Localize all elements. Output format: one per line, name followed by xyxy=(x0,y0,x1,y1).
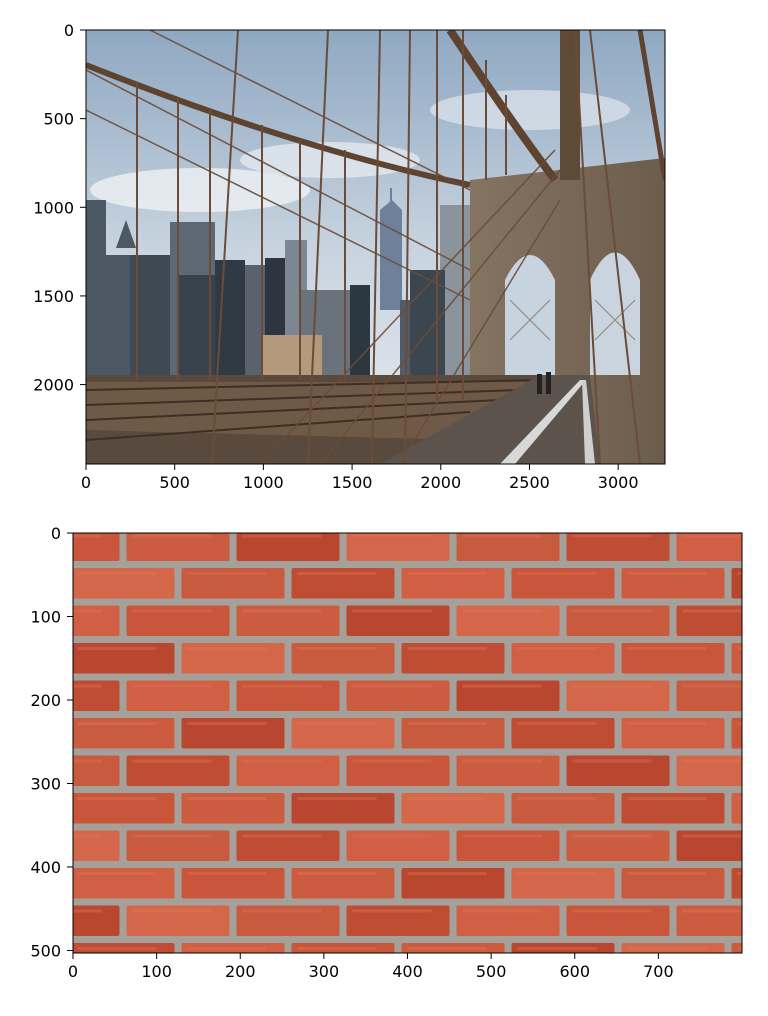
x-tick-label: 400 xyxy=(392,962,423,981)
x-tick-label: 100 xyxy=(141,962,172,981)
photo-red-brick-wall xyxy=(17,531,768,1012)
y-tick-label: 1000 xyxy=(33,198,74,217)
y-tick-label: 400 xyxy=(30,858,61,877)
y-tick-label: 0 xyxy=(51,524,61,543)
y-tick-label: 300 xyxy=(30,774,61,793)
x-tick-label: 1000 xyxy=(243,473,284,492)
x-tick-label: 500 xyxy=(159,473,190,492)
x-tick-label: 2000 xyxy=(420,473,461,492)
x-tick-label: 0 xyxy=(81,473,91,492)
y-tick-label: 200 xyxy=(30,691,61,710)
y-tick-label: 100 xyxy=(30,607,61,626)
y-tick-label: 2000 xyxy=(33,376,74,395)
x-tick-label: 300 xyxy=(309,962,340,981)
y-tick-label: 0 xyxy=(64,21,74,40)
x-tick-label: 700 xyxy=(643,962,674,981)
y-tick-label: 500 xyxy=(30,941,61,960)
subplot-bottom: 0 100 200 300 400 500 600 700 0 100 200 300 400 500 xyxy=(17,524,768,1011)
x-tick-label: 3000 xyxy=(598,473,639,492)
x-tick-label: 500 xyxy=(476,962,507,981)
x-tick-label: 2500 xyxy=(509,473,550,492)
photo-brooklyn-bridge xyxy=(86,30,665,464)
subplot-top: 0 500 1000 1500 2000 2500 3000 0 500 1000 1500 2000 xyxy=(33,21,665,492)
y-tick-label: 500 xyxy=(43,110,74,129)
x-tick-label: 600 xyxy=(559,962,590,981)
y-tick-label: 1500 xyxy=(33,287,74,306)
x-tick-label: 200 xyxy=(225,962,256,981)
x-tick-label: 0 xyxy=(68,962,78,981)
x-tick-label: 1500 xyxy=(332,473,373,492)
